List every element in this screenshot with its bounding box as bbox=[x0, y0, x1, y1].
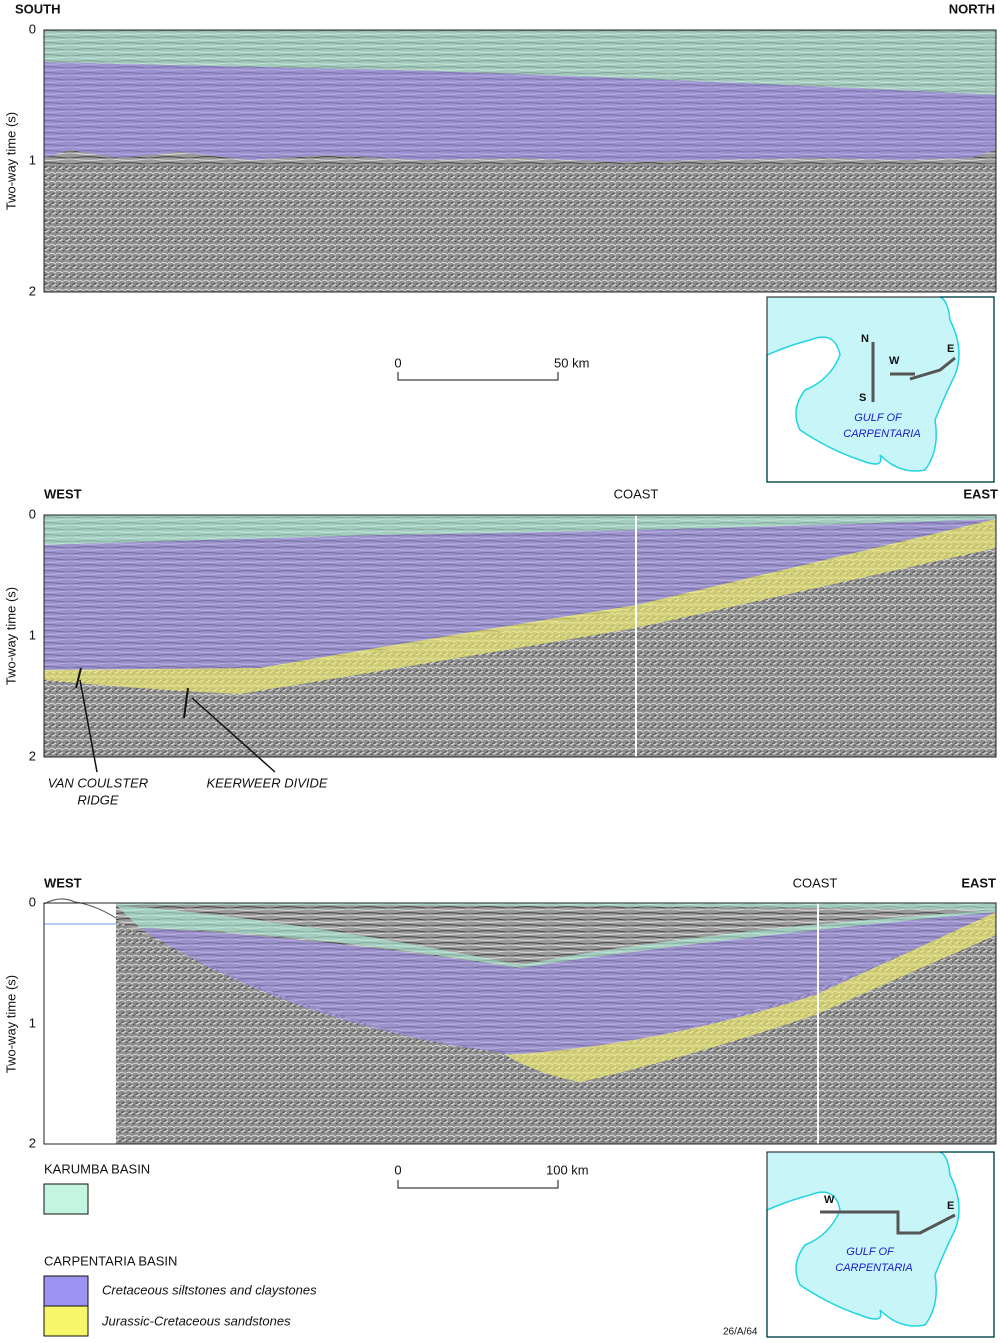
map-land bbox=[766, 1151, 995, 1338]
map-label: W bbox=[889, 355, 900, 367]
map-water-label: CARPENTARIA bbox=[835, 1262, 912, 1274]
right-label: EAST bbox=[961, 875, 996, 890]
y-tick-label: 2 bbox=[29, 748, 36, 763]
right-label: EAST bbox=[963, 486, 998, 501]
y-tick-label: 0 bbox=[29, 506, 36, 521]
cretaceous-layer bbox=[44, 62, 996, 162]
y-axis-title: Two-way time (s) bbox=[3, 112, 18, 210]
annotation: RIDGE bbox=[77, 792, 119, 807]
y-tick-label: 0 bbox=[29, 894, 36, 909]
karumba-layer bbox=[44, 515, 996, 545]
scale-bar-1: 0 50 km bbox=[394, 355, 589, 381]
bathymetry bbox=[43, 898, 117, 919]
scale-start: 0 bbox=[394, 355, 401, 370]
annotation: VAN COULSTER bbox=[48, 775, 148, 790]
cretaceous-layer bbox=[44, 519, 996, 670]
annotation: KEERWEER DIVIDE bbox=[206, 775, 327, 790]
profile-line bbox=[820, 1210, 956, 1235]
section-3: WEST COAST EAST Two-way time (s) 0 1 2 bbox=[3, 875, 997, 1150]
center-label: COAST bbox=[614, 486, 659, 501]
karumba-layer bbox=[44, 30, 996, 95]
y-axis-title: Two-way time (s) bbox=[3, 975, 18, 1073]
y-tick-label: 1 bbox=[29, 152, 36, 167]
map-water-label: GULF OF bbox=[854, 412, 903, 424]
center-label: COAST bbox=[793, 875, 838, 890]
left-label: WEST bbox=[44, 486, 82, 501]
legend-item: Jurassic-Cretaceous sandstones bbox=[101, 1313, 291, 1328]
fault bbox=[75, 667, 189, 719]
scale-line bbox=[397, 1180, 559, 1189]
legend-item: Cretaceous siltstones and claystones bbox=[102, 1282, 317, 1297]
y-tick-label: 2 bbox=[29, 283, 36, 298]
y-tick-label: 1 bbox=[29, 627, 36, 642]
legend-swatch bbox=[43, 1305, 89, 1337]
frame bbox=[43, 29, 997, 293]
jurassic-layer bbox=[44, 519, 996, 694]
y-tick-label: 0 bbox=[29, 21, 36, 36]
scale-bar-2: 0 100 km bbox=[394, 1162, 589, 1189]
map-water-label: GULF OF bbox=[846, 1246, 895, 1258]
y-tick-label: 1 bbox=[29, 1015, 36, 1030]
scale-line bbox=[397, 372, 559, 381]
right-label: NORTH bbox=[949, 1, 995, 16]
map-label: E bbox=[947, 1200, 954, 1212]
cretaceous-layer bbox=[140, 912, 996, 1055]
map-label: E bbox=[947, 343, 954, 355]
scale-end: 100 km bbox=[546, 1162, 589, 1177]
map-frame bbox=[766, 296, 995, 483]
scale-end: 50 km bbox=[554, 355, 589, 370]
map-land bbox=[766, 296, 995, 483]
map-label: W bbox=[824, 1194, 835, 1206]
profile-line bbox=[890, 356, 956, 381]
y-tick-label: 2 bbox=[29, 1135, 36, 1150]
karumba-layer bbox=[116, 903, 996, 968]
map-label: N bbox=[861, 333, 869, 345]
frame bbox=[43, 902, 997, 1145]
section-1: SOUTH NORTH Two-way time (s) 0 1 2 bbox=[3, 1, 997, 298]
map-water-label: CARPENTARIA bbox=[843, 428, 920, 440]
location-map-1: N S W E GULF OF CARPENTARIA bbox=[766, 296, 995, 483]
map-frame bbox=[766, 1151, 995, 1338]
legend-group-title: CARPENTARIA BASIN bbox=[44, 1253, 177, 1268]
y-axis-title: Two-way time (s) bbox=[3, 587, 18, 685]
map-label: S bbox=[859, 392, 866, 404]
legend: KARUMBA BASIN CARPENTARIA BASIN Cretaceo… bbox=[43, 1161, 317, 1337]
figure-id: 26/A/64 bbox=[723, 1327, 758, 1338]
legend-swatch bbox=[43, 1275, 89, 1307]
location-map-2: W E GULF OF CARPENTARIA bbox=[766, 1151, 995, 1338]
left-label: WEST bbox=[44, 875, 82, 890]
frame bbox=[43, 514, 997, 758]
legend-swatch bbox=[43, 1183, 89, 1215]
left-label: SOUTH bbox=[15, 1, 61, 16]
jurassic-layer bbox=[505, 912, 996, 1082]
section-2: WEST COAST EAST Two-way time (s) 0 1 2 V… bbox=[3, 486, 998, 807]
legend-group-title: KARUMBA BASIN bbox=[44, 1161, 150, 1176]
scale-start: 0 bbox=[394, 1162, 401, 1177]
